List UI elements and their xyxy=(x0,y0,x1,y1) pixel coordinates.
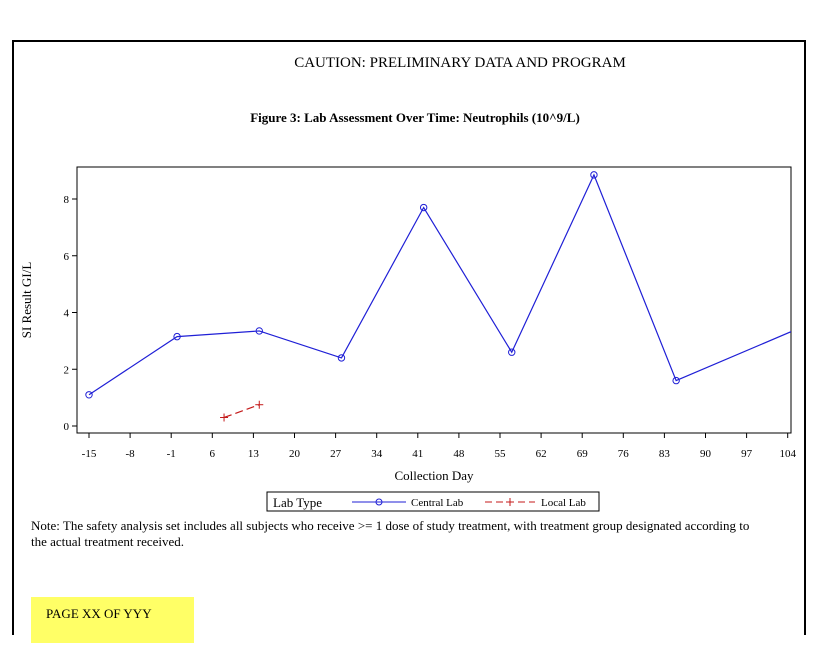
x-tick-label: -8 xyxy=(126,448,136,460)
data-point xyxy=(590,171,598,179)
y-tick-label: 6 xyxy=(64,251,70,263)
legend-title: Lab Type xyxy=(273,495,322,510)
x-tick-label: -15 xyxy=(82,448,97,460)
x-axis: -15 -8 -1 6 13 20 27 34 41 48 55 62 69 76 83 90 97 104 xyxy=(82,433,796,460)
x-tick-label: 104 xyxy=(779,448,796,460)
y-tick-label: 8 xyxy=(64,194,70,206)
caution-banner: CAUTION: PRELIMINARY DATA AND PROGRAM xyxy=(260,54,660,70)
x-tick-label: -1 xyxy=(167,448,176,460)
y-tick-label: 0 xyxy=(64,421,70,433)
x-tick-label: 34 xyxy=(371,448,383,460)
x-tick-label: 83 xyxy=(659,448,671,460)
page-number-box: PAGE XX OF YYY xyxy=(31,597,194,643)
legend-local-label: Local Lab xyxy=(541,497,586,509)
series-line xyxy=(223,404,260,419)
series-central-lab xyxy=(85,171,791,399)
x-tick-label: 62 xyxy=(536,448,547,460)
x-tick-label: 27 xyxy=(330,448,342,460)
page-frame-left xyxy=(12,40,14,635)
legend-central-label: Central Lab xyxy=(411,497,464,509)
x-axis-label: Collection Day xyxy=(394,468,474,483)
series-local-lab xyxy=(220,400,264,422)
x-tick-label: 20 xyxy=(289,448,301,460)
data-point xyxy=(85,391,93,399)
legend-box xyxy=(266,491,600,512)
series-layer xyxy=(85,171,791,422)
series-line xyxy=(88,173,791,396)
page-frame-top xyxy=(12,40,806,42)
data-point xyxy=(672,376,680,385)
data-point xyxy=(220,413,229,422)
x-tick-label: 90 xyxy=(700,448,712,460)
caution-text: CAUTION: PRELIMINARY DATA AND PROGRAM xyxy=(294,55,626,70)
x-tick-label: 55 xyxy=(495,448,507,460)
x-tick-label: 97 xyxy=(741,448,753,460)
x-tick-label: 6 xyxy=(210,448,216,460)
x-tick-label: 13 xyxy=(248,448,260,460)
x-tick-label: 48 xyxy=(453,448,465,460)
x-tick-label: 76 xyxy=(618,448,630,460)
figure-title: Figure 3: Lab Assessment Over Time: Neut… xyxy=(250,110,580,125)
x-tick-label: 41 xyxy=(412,448,423,460)
data-point xyxy=(255,400,264,409)
page-frame-right xyxy=(804,40,806,635)
legend: Lab Type Central Lab Local Lab xyxy=(266,491,600,512)
y-tick-label: 2 xyxy=(64,364,70,376)
data-point xyxy=(173,332,181,341)
data-point xyxy=(255,327,263,335)
data-point xyxy=(508,348,516,356)
y-tick-label: 4 xyxy=(64,308,70,320)
legend-central-marker xyxy=(375,498,383,506)
footnote-line-1: Note: The safety analysis set includes a… xyxy=(31,518,750,533)
data-point xyxy=(419,203,428,212)
plot-area xyxy=(76,166,792,434)
y-axis-label: SI Result GI/L xyxy=(19,261,34,339)
y-axis: 0 2 4 6 8 xyxy=(64,194,77,433)
footnote: Note: The safety analysis set includes a… xyxy=(31,518,801,550)
data-point xyxy=(337,354,346,362)
line-chart: 0 2 4 6 8 -15 -8 -1 6 13 20 27 34 41 48 55 62 69 76 83 90 97… xyxy=(64,166,796,512)
footnote-line-2: the actual treatment received. xyxy=(31,534,185,549)
x-tick-label: 69 xyxy=(577,448,589,460)
page-number-label: PAGE XX OF YYY xyxy=(46,606,152,621)
